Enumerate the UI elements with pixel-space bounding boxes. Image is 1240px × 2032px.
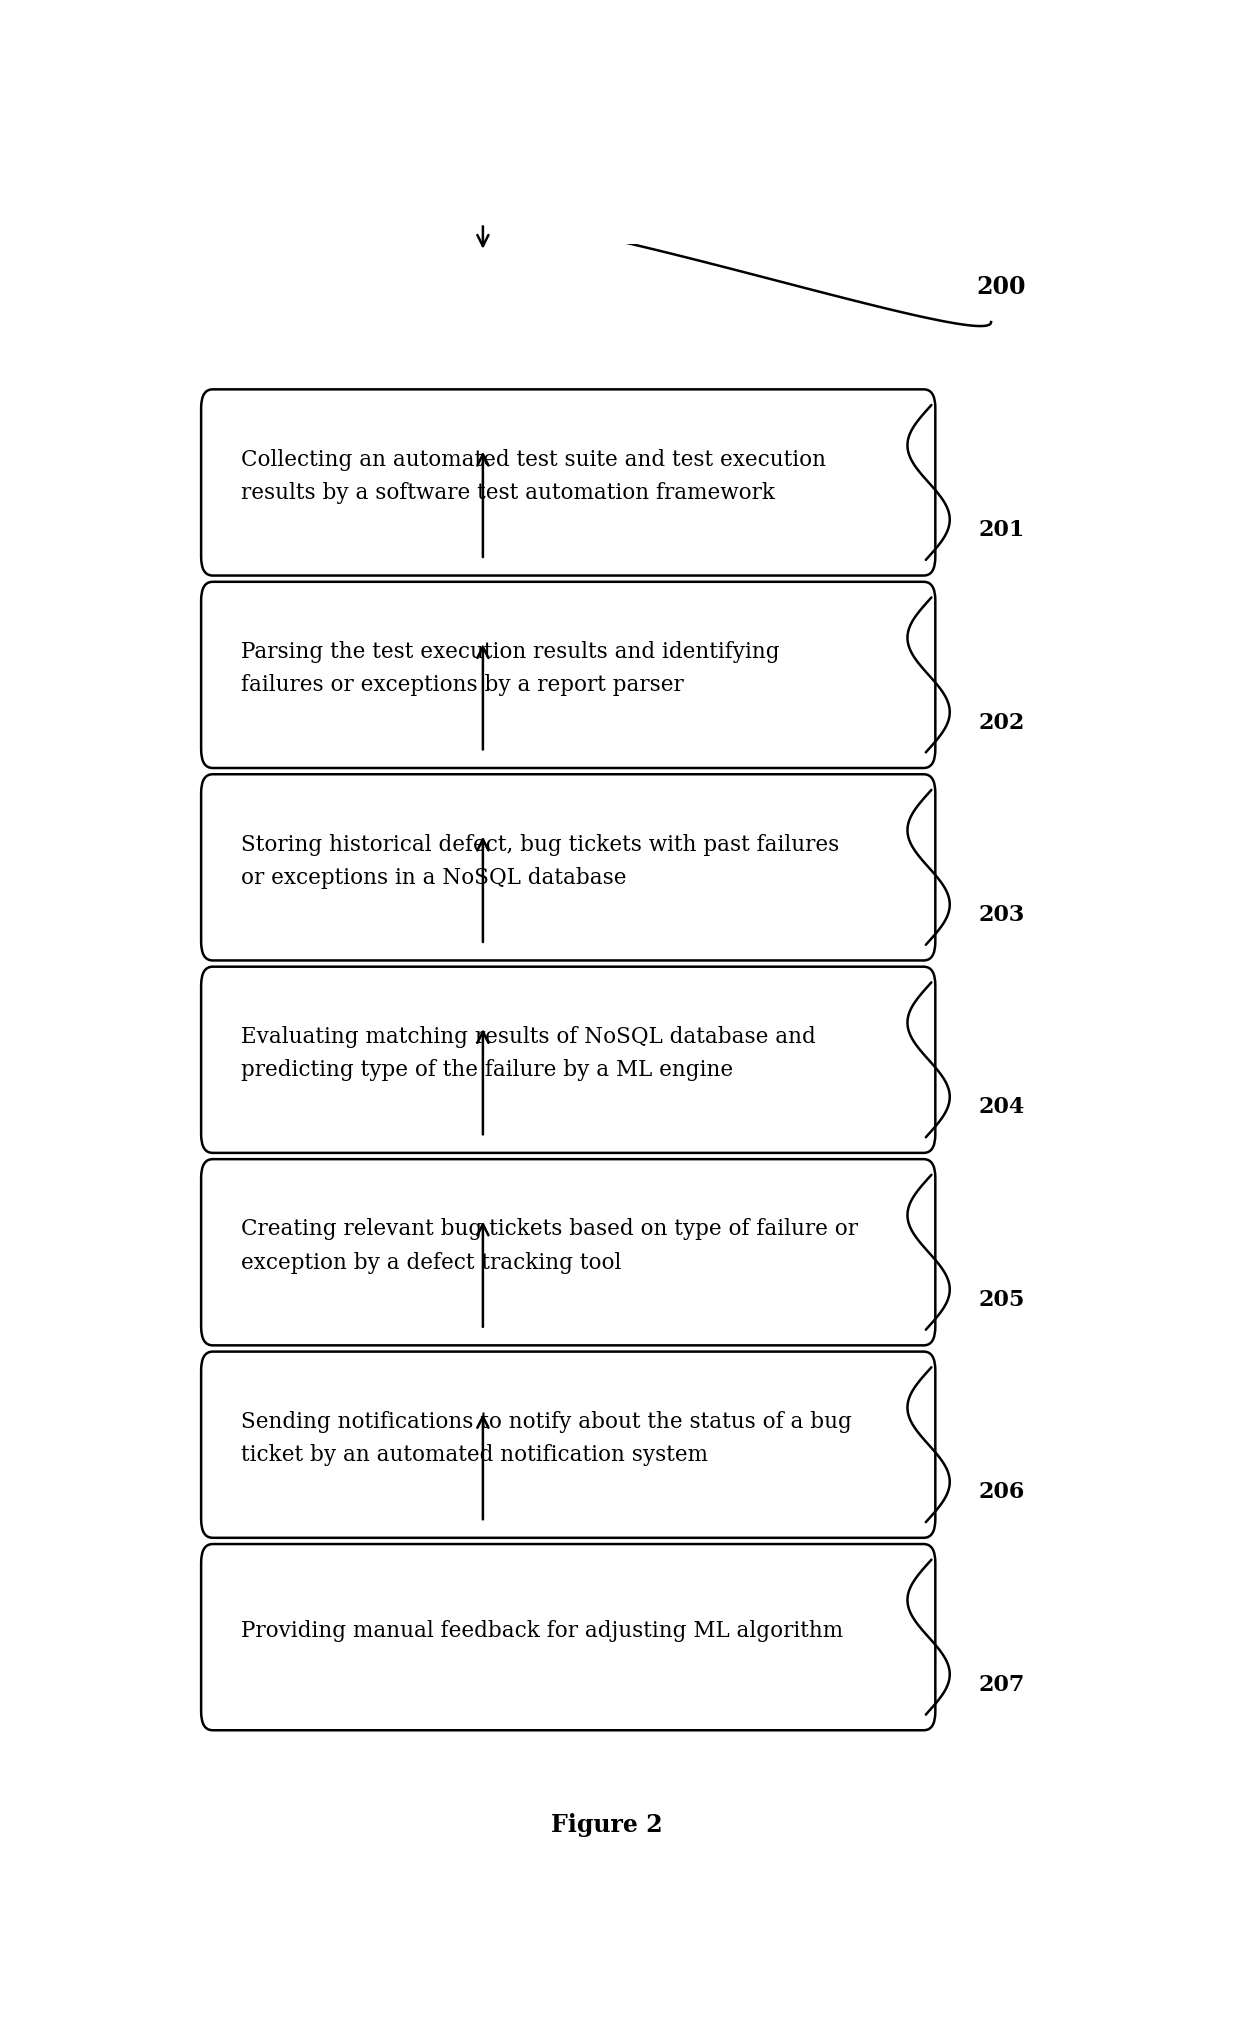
Text: Creating relevant bug tickets based on type of failure or
exception by a defect : Creating relevant bug tickets based on t… bbox=[242, 1219, 858, 1274]
Text: Parsing the test execution results and identifying
failures or exceptions by a r: Parsing the test execution results and i… bbox=[242, 642, 780, 697]
Text: 201: 201 bbox=[978, 518, 1025, 541]
Text: Figure 2: Figure 2 bbox=[551, 1813, 662, 1837]
FancyBboxPatch shape bbox=[201, 1158, 935, 1345]
Text: Providing manual feedback for adjusting ML algorithm: Providing manual feedback for adjusting … bbox=[242, 1620, 843, 1642]
Text: Evaluating matching results of NoSQL database and
predicting type of the failure: Evaluating matching results of NoSQL dat… bbox=[242, 1026, 816, 1081]
Text: 202: 202 bbox=[978, 711, 1025, 734]
FancyBboxPatch shape bbox=[201, 1351, 935, 1538]
Text: 206: 206 bbox=[978, 1481, 1025, 1504]
FancyBboxPatch shape bbox=[201, 1544, 935, 1729]
Text: Sending notifications to notify about the status of a bug
ticket by an automated: Sending notifications to notify about th… bbox=[242, 1410, 852, 1465]
Text: 200: 200 bbox=[976, 274, 1025, 299]
Text: Storing historical defect, bug tickets with past failures
or exceptions in a NoS: Storing historical defect, bug tickets w… bbox=[242, 833, 839, 888]
Text: Collecting an automated test suite and test execution
results by a software test: Collecting an automated test suite and t… bbox=[242, 449, 827, 504]
FancyBboxPatch shape bbox=[201, 581, 935, 768]
Text: 207: 207 bbox=[978, 1674, 1025, 1697]
FancyBboxPatch shape bbox=[201, 390, 935, 575]
Text: 203: 203 bbox=[978, 904, 1024, 927]
FancyBboxPatch shape bbox=[201, 774, 935, 961]
FancyBboxPatch shape bbox=[201, 967, 935, 1152]
Text: 204: 204 bbox=[978, 1097, 1024, 1118]
Text: 205: 205 bbox=[978, 1288, 1025, 1311]
